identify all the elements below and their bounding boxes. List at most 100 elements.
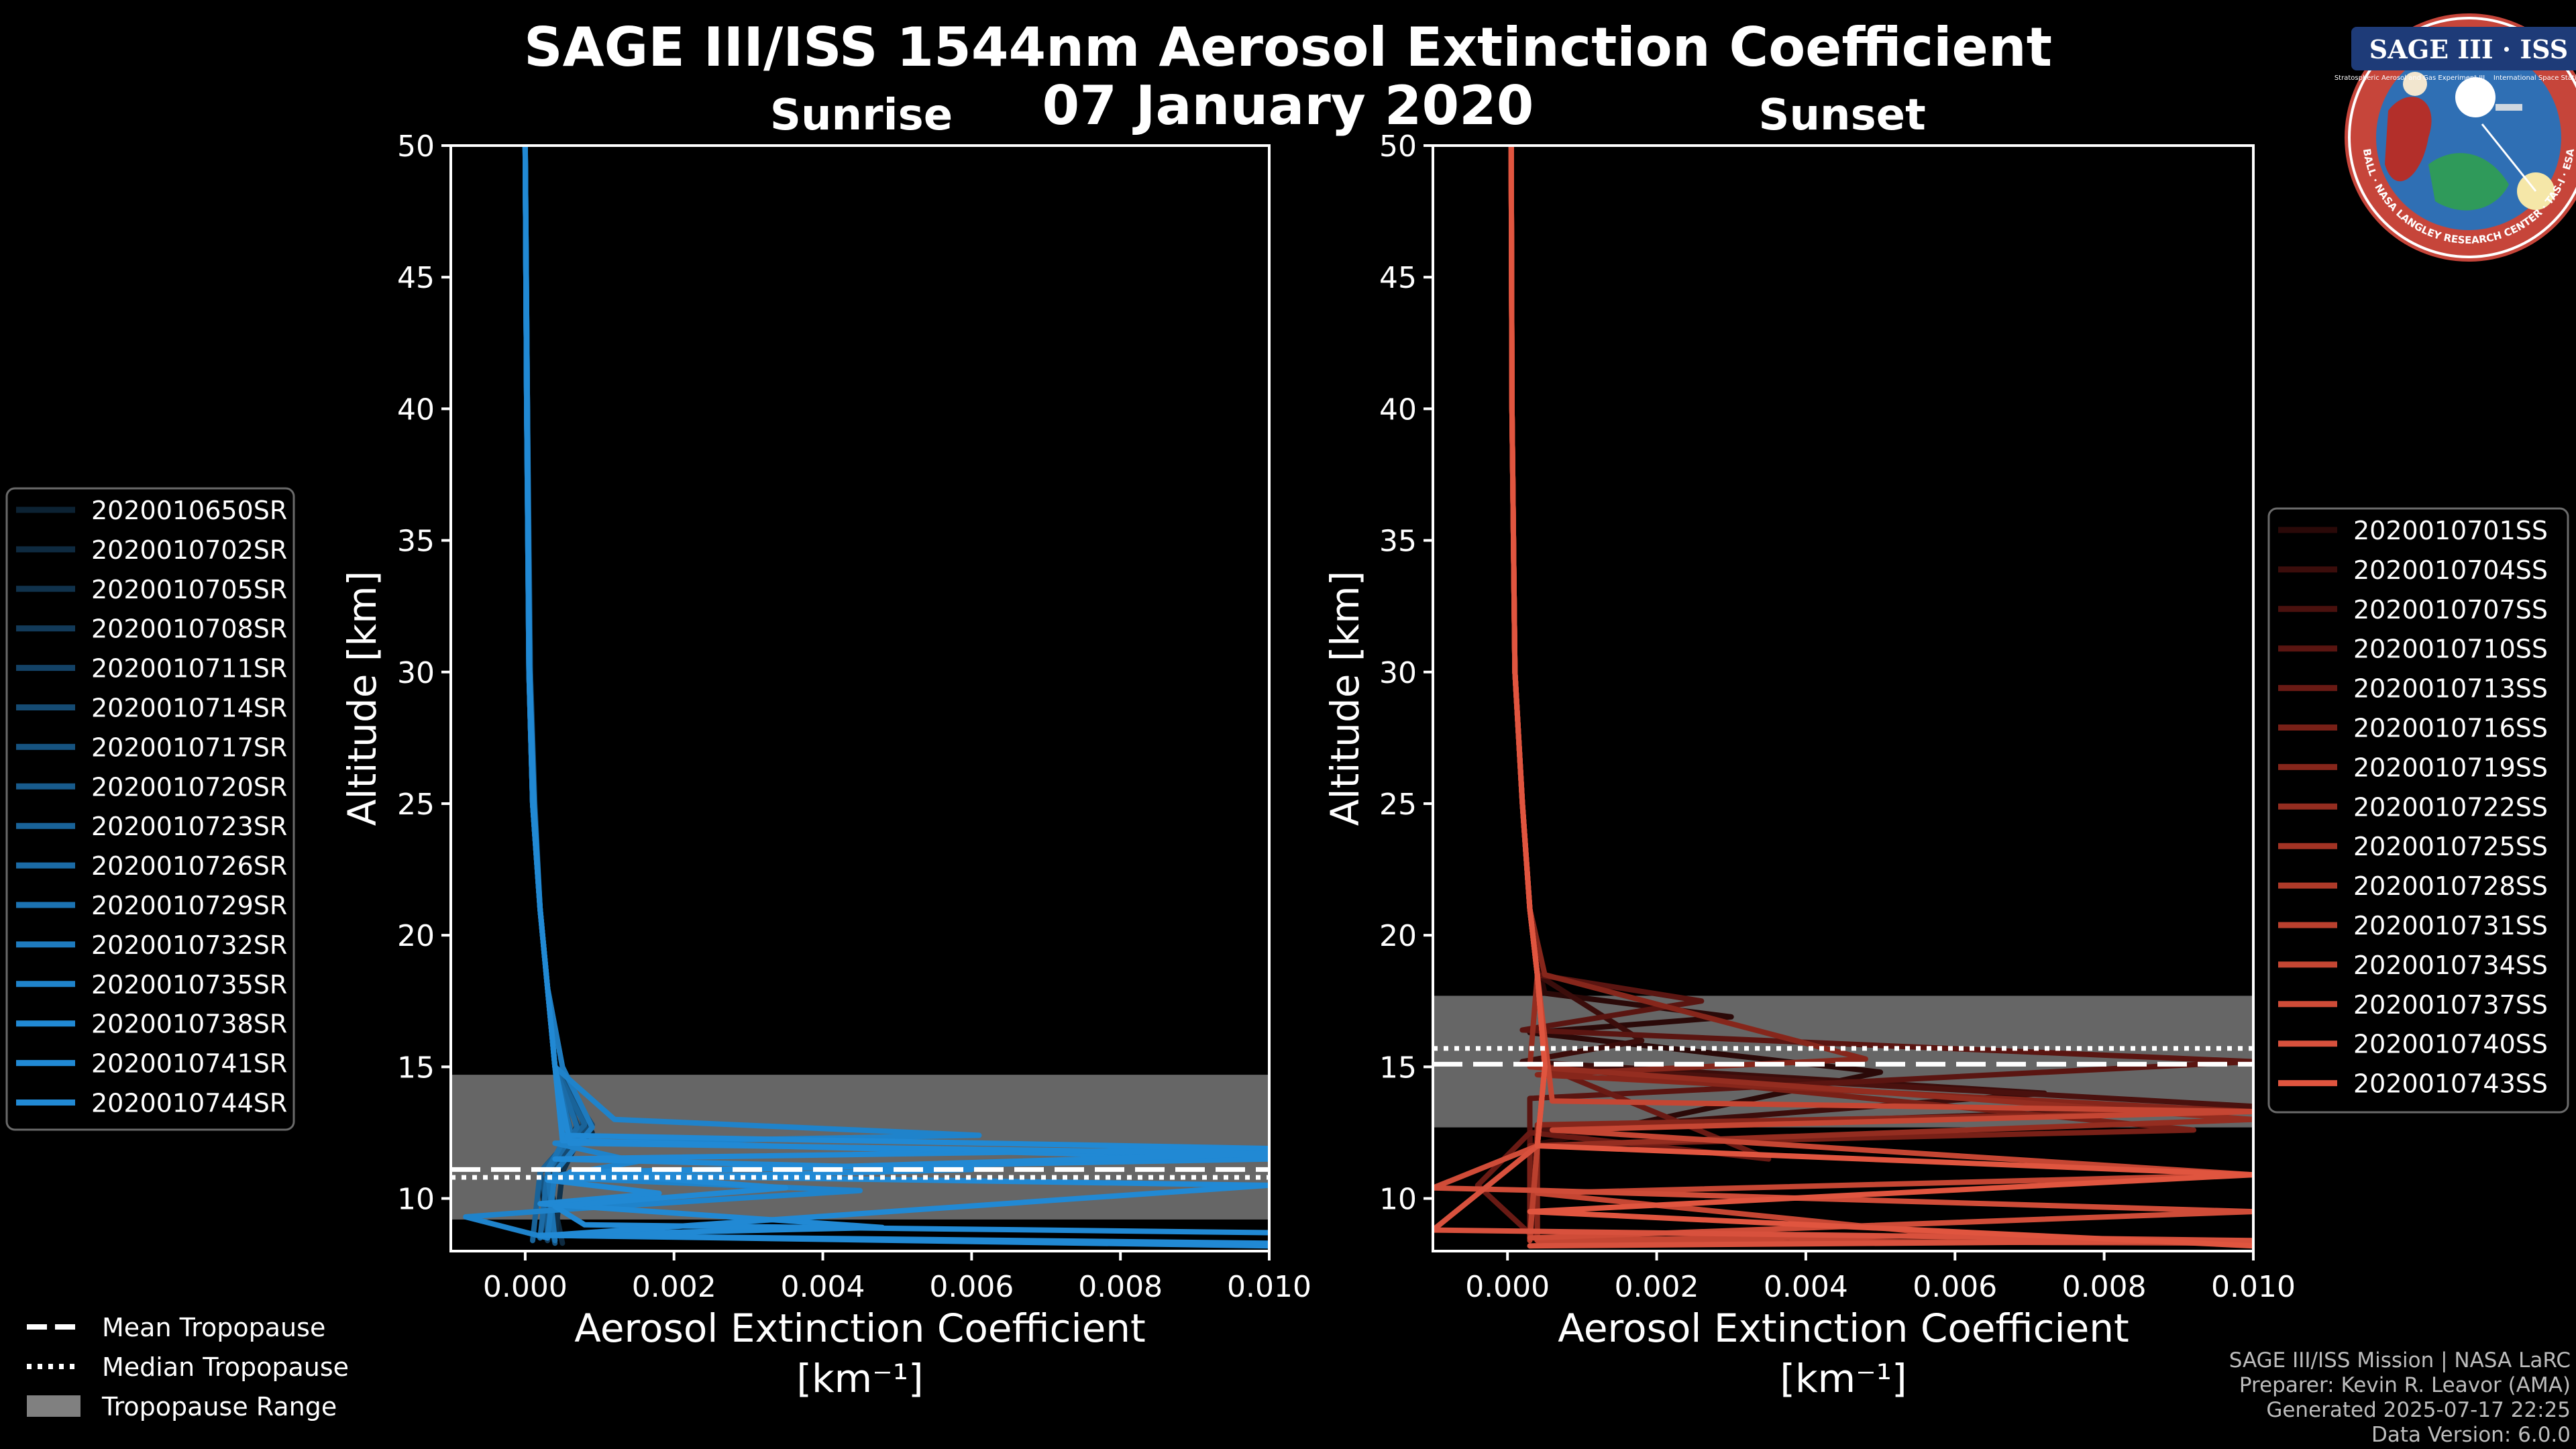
sunset-y-tick-label: 25: [1379, 788, 1417, 822]
credit-mission: SAGE III/ISS Mission | NASA LaRC: [2229, 1348, 2571, 1373]
logo-moon: [2455, 77, 2496, 117]
sunrise-y-tick-label: 35: [397, 525, 435, 559]
sunrise-legend: 2020010650SR 2020010702SR 2020010705SR 2020…: [5, 487, 295, 1131]
sunset-y-tick-label: 40: [1379, 392, 1417, 427]
sunrise-legend-label: 2020010711SR: [91, 654, 287, 684]
sunrise-series-2020010744SR: [522, 146, 1269, 1249]
credit-preparer: Preparer: Kevin R. Leavor (AMA): [2239, 1373, 2571, 1397]
sunrise-y-tick-label: 30: [397, 656, 435, 690]
sunrise-y-tick-label: 40: [397, 392, 435, 427]
sunset-x-axis-label: Aerosol Extinction Coefficient: [1558, 1305, 2129, 1351]
sunset-legend-label: 2020010701SS: [2353, 516, 2548, 545]
sunrise-legend-label: 2020010729SR: [91, 891, 287, 920]
sunset-legend-label: 2020010737SS: [2353, 990, 2548, 1020]
mean-tropopause-legend-label: Mean Tropopause: [102, 1313, 325, 1342]
sunset-legend-label: 2020010719SS: [2353, 753, 2548, 782]
sunset-y-tick-label: 35: [1379, 525, 1417, 559]
sunrise-plot-background: [451, 146, 1269, 1251]
sunrise-x-axis-units: [km⁻¹]: [796, 1356, 923, 1401]
figure-title: SAGE III/ISS 1544nm Aerosol Extinction C…: [524, 16, 2052, 78]
sunset-x-tick-label: 0.000: [1465, 1270, 1550, 1304]
sunset-x-tick-label: 0.010: [2211, 1270, 2296, 1304]
sunset-legend-label: 2020010704SS: [2353, 555, 2548, 585]
sunrise-legend-label: 2020010714SR: [91, 694, 287, 723]
sunrise-x-tick-label: 0.006: [929, 1270, 1014, 1304]
sunset-legend-label: 2020010728SS: [2353, 871, 2548, 901]
sunset-y-tick-label: 50: [1379, 129, 1417, 164]
sunset-panel-title: Sunset: [1758, 91, 1925, 140]
sunset-legend-label: 2020010743SS: [2353, 1069, 2548, 1099]
sunrise-x-tick-label: 0.002: [632, 1270, 716, 1304]
sunrise-x-tick-label: 0.000: [483, 1270, 568, 1304]
sunrise-legend-label: 2020010741SR: [91, 1049, 287, 1079]
figure-date: 07 January 2020: [1042, 74, 1534, 137]
sunrise-legend-label: 2020010726SR: [91, 851, 287, 881]
sunset-legend: 2020010701SS 2020010704SS 2020010707SS 2020…: [2267, 507, 2569, 1114]
sunrise-panel-title: Sunrise: [770, 91, 953, 140]
sunrise-y-tick-label: 15: [397, 1051, 435, 1085]
sunset-legend-label: 2020010740SS: [2353, 1030, 2548, 1059]
sunrise-legend-label: 2020010717SR: [91, 733, 287, 762]
sunset-series-layer: [1433, 146, 2253, 1249]
sunrise-legend-label: 2020010650SR: [91, 496, 287, 525]
sunset-x-ticks: 0.000 0.002 0.004 0.006 0.008 0.010: [1465, 1251, 2296, 1304]
sunrise-legend-label: 2020010720SR: [91, 772, 287, 802]
sunset-x-tick-label: 0.002: [1615, 1270, 1699, 1304]
logo-subtitle-right: International Space Station: [2493, 74, 2576, 82]
sunset-x-tick-label: 0.004: [1764, 1270, 1848, 1304]
sunset-legend-label: 2020010707SS: [2353, 595, 2548, 625]
sunset-series-2020010743SS: [1508, 146, 2253, 1249]
sunset-legend-label: 2020010725SS: [2353, 832, 2548, 861]
sunrise-x-tick-label: 0.010: [1227, 1270, 1311, 1304]
sunrise-legend-label: 2020010738SR: [91, 1010, 287, 1039]
sunset-legend-label: 2020010722SS: [2353, 792, 2548, 822]
sunset-y-tick-label: 20: [1379, 919, 1417, 953]
sunrise-legend-box: [5, 487, 295, 1131]
sunrise-legend-label: 2020010705SR: [91, 575, 287, 604]
tropopause-range-legend-swatch: [27, 1395, 80, 1417]
logo-subtitle-left: Stratospheric Aerosol and Gas Experiment…: [2334, 74, 2485, 82]
median-tropopause-legend-label: Median Tropopause: [102, 1352, 349, 1382]
sunset-panel: Sunset 0.000 0.002 0.004 0.006 0.008 0.010 10…: [1322, 91, 2296, 1401]
tropopause-range-legend-label: Tropopause Range: [101, 1392, 337, 1421]
sunrise-y-axis-label: Altitude [km]: [339, 571, 385, 826]
credit-generated: Generated 2025-07-17 22:25: [2266, 1398, 2571, 1422]
sunrise-x-tick-label: 0.004: [781, 1270, 865, 1304]
sunrise-y-tick-label: 25: [397, 788, 435, 822]
sunrise-legend-label: 2020010702SR: [91, 535, 287, 565]
sunrise-legend-label: 2020010744SR: [91, 1089, 287, 1118]
sunrise-series-layer: [463, 146, 1269, 1249]
sage-iii-iss-logo: SAGE III · ISS Stratospheric Aerosol and…: [2334, 13, 2576, 262]
sunrise-y-ticks: 10 15 20 25 30 35 40 45 50: [397, 129, 451, 1217]
sunrise-legend-label: 2020010732SR: [91, 930, 287, 960]
credit-data-version: Data Version: 6.0.0: [2371, 1423, 2571, 1447]
sunrise-panel: Sunrise 0.000 0.002 0.004 0.006 0.008 0.010 1…: [339, 91, 1311, 1401]
logo-title: SAGE III · ISS: [2369, 34, 2568, 64]
sunset-legend-label: 2020010713SS: [2353, 674, 2548, 704]
sunrise-x-tick-label: 0.008: [1078, 1270, 1163, 1304]
credits: SAGE III/ISS Mission | NASA LaRC Prepare…: [2229, 1348, 2571, 1447]
sunset-legend-label: 2020010710SS: [2353, 635, 2548, 664]
sunrise-plot-frame: [449, 144, 1271, 1252]
sunset-y-axis-label: Altitude [km]: [1322, 571, 1368, 826]
sunrise-y-tick-label: 50: [397, 129, 435, 164]
sunset-legend-label: 2020010731SS: [2353, 911, 2548, 941]
sunrise-y-tick-label: 10: [397, 1183, 435, 1217]
sunset-y-tick-label: 30: [1379, 656, 1417, 690]
sunset-y-tick-label: 45: [1379, 261, 1417, 295]
sunrise-legend-label: 2020010723SR: [91, 812, 287, 841]
sunrise-y-tick-label: 20: [397, 919, 435, 953]
sunset-legend-label: 2020010716SS: [2353, 714, 2548, 743]
sunset-x-axis-units: [km⁻¹]: [1780, 1356, 1907, 1401]
logo-space-station: [2496, 104, 2522, 111]
logo-continent: [2428, 153, 2509, 211]
sunset-y-tick-label: 10: [1379, 1183, 1417, 1217]
sunrise-x-axis-label: Aerosol Extinction Coefficient: [574, 1305, 1146, 1351]
sunrise-x-ticks: 0.000 0.002 0.004 0.006 0.008 0.010: [483, 1251, 1311, 1304]
sunrise-legend-label: 2020010708SR: [91, 614, 287, 644]
sunset-x-tick-label: 0.006: [1913, 1270, 1997, 1304]
sunrise-legend-label: 2020010735SR: [91, 970, 287, 1000]
sunrise-y-tick-label: 45: [397, 261, 435, 295]
sunset-y-tick-label: 15: [1379, 1051, 1417, 1085]
sunset-legend-label: 2020010734SS: [2353, 951, 2548, 980]
